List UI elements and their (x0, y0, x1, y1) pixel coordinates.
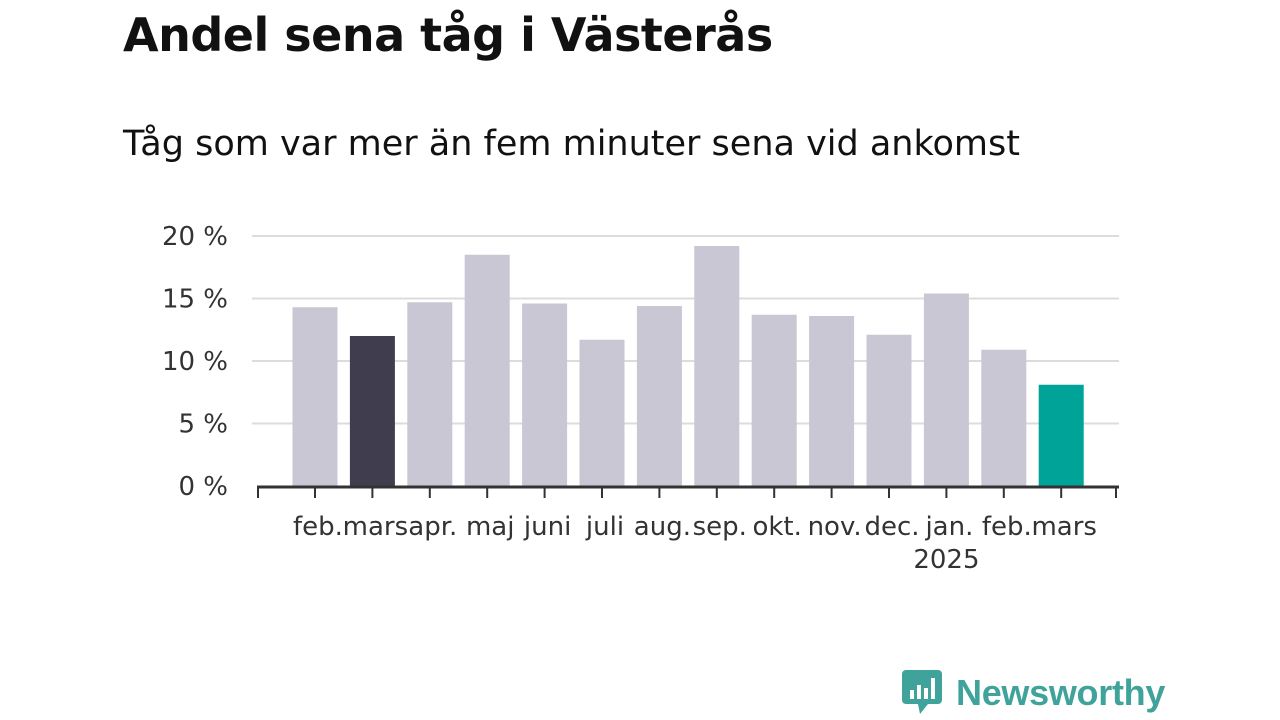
x-tick-label: dec. (864, 512, 919, 542)
x-tick-label: apr. (408, 512, 457, 542)
bar (636, 306, 682, 486)
newsworthy-logo-icon (902, 670, 942, 714)
x-axis (257, 485, 1119, 498)
x-tick-label: maj (466, 512, 514, 542)
bar (349, 336, 395, 486)
bar (981, 349, 1027, 486)
bar (694, 246, 740, 486)
x-tick-label: feb. (293, 512, 343, 542)
x-tick-label: jan. (924, 512, 973, 542)
x-axis-labels: feb. mars apr. maj juni juli aug. sep. okt. nov. d… (293, 512, 1097, 575)
x-year-label: 2025 (913, 545, 979, 575)
y-axis-labels: 0 % 5 % 10 % 15 % 20 % (162, 222, 228, 502)
bar (407, 302, 453, 486)
x-tick-label: juli (585, 512, 624, 542)
bar (464, 254, 510, 486)
x-tick-label: juni (523, 512, 571, 542)
x-tick-label: mars (343, 512, 409, 542)
x-tick-label: sep. (693, 512, 747, 542)
x-tick-label: okt. (752, 512, 801, 542)
bar-chart: 0 %5 %10 %15 %20 % feb. mars apr. maj juni ju… (162, 222, 1119, 575)
x-tick-label: nov. (808, 512, 862, 542)
brand-logo: Newsworthy (902, 670, 1165, 716)
x-tick-label: aug. (634, 512, 691, 542)
y-tick-label: 20 % (162, 222, 228, 252)
brand-name: Newsworthy (956, 672, 1166, 713)
bar (866, 334, 912, 486)
chart-subtitle: Tåg som var mer än fem minuter sena vid … (123, 124, 1020, 164)
x-tick-label: feb. (982, 512, 1032, 542)
grid-lines (252, 235, 1119, 425)
y-tick-label: 5 % (178, 410, 228, 440)
y-tick-label: 0 % (178, 472, 228, 502)
bar (751, 314, 797, 486)
bar (1038, 384, 1084, 486)
bar (292, 307, 338, 486)
x-tick-label: mars (1031, 512, 1097, 542)
bar (809, 316, 855, 486)
y-tick-label: 10 % (162, 347, 228, 377)
bar (522, 303, 568, 486)
bar (579, 339, 625, 486)
y-tick-label: 15 % (162, 285, 228, 315)
bars (292, 246, 1084, 486)
bar (923, 293, 969, 486)
chart-title: Andel sena tåg i Västerås (123, 8, 773, 62)
